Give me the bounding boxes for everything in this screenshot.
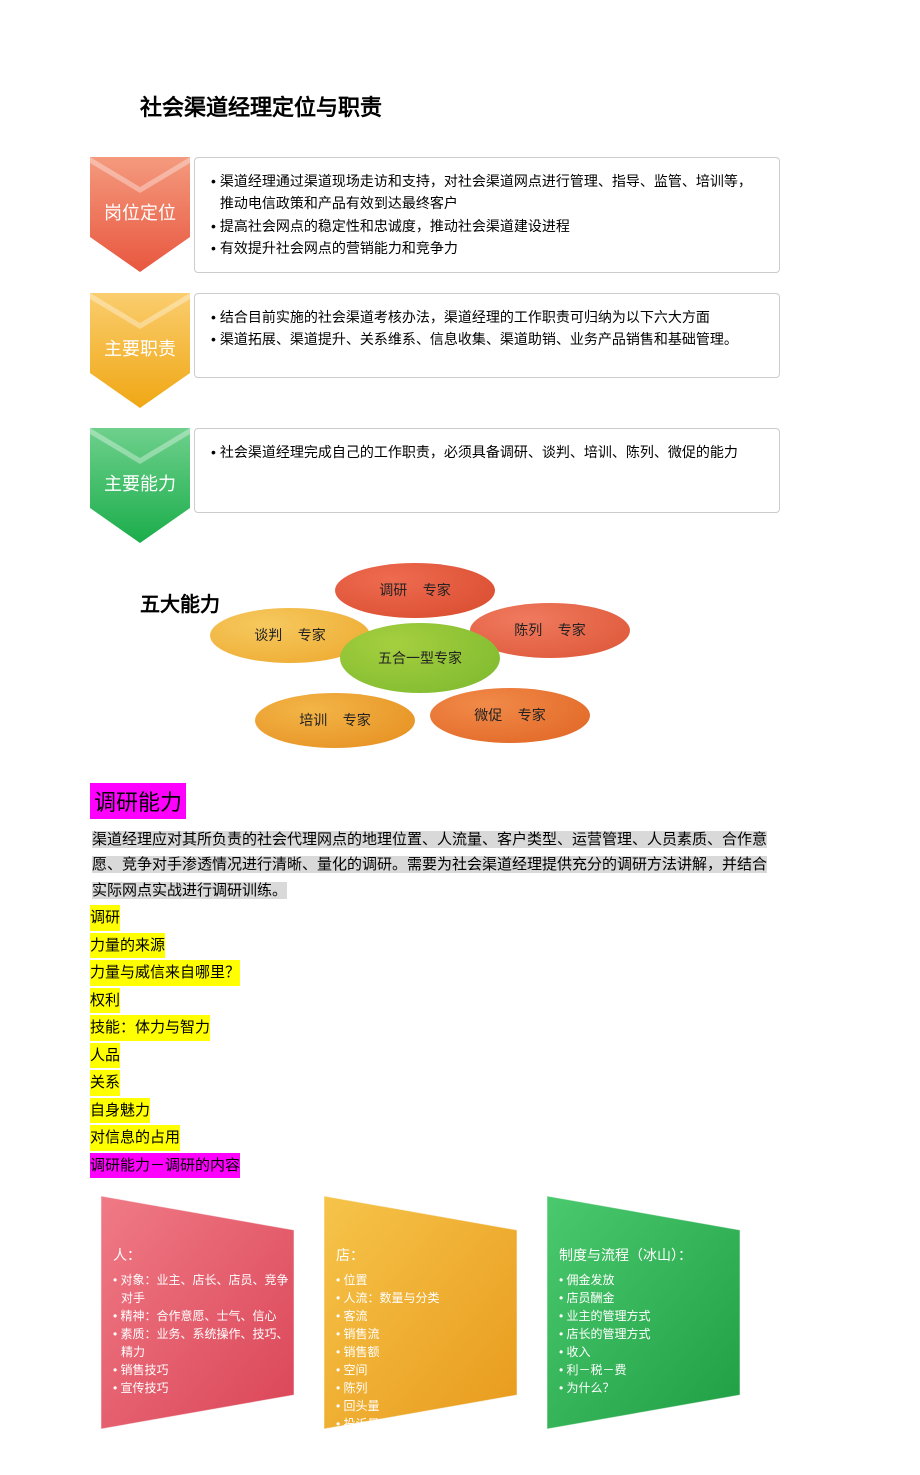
ability-petal: 微促 专家 [430, 688, 590, 743]
chevron-row: 主要职责结合目前实施的社会渠道考核办法，渠道经理的工作职责可归纳为以下六大方面渠… [90, 293, 780, 408]
card-item: • 投诉量 [336, 1415, 513, 1433]
card-item: • 客流 [336, 1307, 513, 1325]
highlighted-line: 技能：体力与智力 [90, 1015, 210, 1041]
chevron-badge: 主要能力 [90, 428, 190, 543]
card-title: 制度与流程（冰山）： [559, 1245, 736, 1265]
five-abilities-diagram: 调研 专家谈判 专家 陈列 专家培训 专家 微促 专家 五合一型专家 [210, 563, 630, 768]
card-item: • 店长的管理方式 [559, 1325, 736, 1343]
petal-label: 五合一型专家 [378, 648, 462, 668]
card-title: 店： [336, 1245, 513, 1265]
card-item: • 宣传技巧 [113, 1379, 290, 1397]
card-item: • 位置 [336, 1271, 513, 1289]
ability-petal: 调研 专家 [335, 563, 495, 618]
chevron-label: 主要职责 [104, 335, 176, 361]
card-item: • 业主的管理方式 [559, 1307, 736, 1325]
card-item: • 利－税－费 [559, 1361, 736, 1379]
card-item: • 陈列 [336, 1379, 513, 1397]
chevron-label: 主要能力 [104, 470, 176, 496]
card-item: • 销售流 [336, 1325, 513, 1343]
highlighted-line: 力量与威信来自哪里？ [90, 960, 240, 986]
petal-label: 谈判 专家 [254, 625, 326, 645]
chevron-badge: 岗位定位 [90, 157, 190, 272]
highlighted-line: 力量的来源 [90, 933, 165, 959]
card-item: • 收入 [559, 1343, 736, 1361]
bullet-text: 提高社会网点的稳定性和忠诚度，推动社会渠道建设进程 [211, 215, 763, 237]
chevron-badge: 主要职责 [90, 293, 190, 408]
chevron-description: 渠道经理通过渠道现场走访和支持，对社会渠道网点进行管理、指导、监管、培训等，推动… [194, 157, 780, 273]
bullet-text: 渠道拓展、渠道提升、关系维系、信息收集、渠道助销、业务产品销售和基础管理。 [211, 328, 763, 350]
card-title: 人： [113, 1245, 290, 1265]
card-item: • 精神：合作意愿、士气、信心 [113, 1307, 290, 1325]
chevron-description: 社会渠道经理完成自己的工作职责，必须具备调研、谈判、培训、陈列、微促的能力 [194, 428, 780, 513]
highlighted-line: 权利 [90, 988, 120, 1014]
bullet-text: 结合目前实施的社会渠道考核办法，渠道经理的工作职责可归纳为以下六大方面 [211, 306, 763, 328]
bullet-text: 有效提升社会网点的营销能力和竞争力 [211, 237, 763, 259]
research-header: 调研能力 [90, 783, 186, 819]
bullet-text: 渠道经理通过渠道现场走访和支持，对社会渠道网点进行管理、指导、监管、培训等，推动… [211, 170, 763, 215]
highlighted-line: 调研能力－调研的内容 [90, 1153, 240, 1179]
content-card: 店：• 位置• 人流：数量与分类• 客流• 销售流• 销售额• 空间• 陈列• … [318, 1190, 523, 1435]
card-item: • 回头量 [336, 1397, 513, 1415]
highlighted-line: 关系 [90, 1070, 120, 1096]
highlighted-line: 调研 [90, 905, 120, 931]
card-item: • 空间 [336, 1361, 513, 1379]
trapezoid-row: 人：• 对象：业主、店长、店员、竞争对手• 精神：合作意愿、士气、信心• 素质：… [95, 1190, 780, 1435]
petal-label: 陈列 专家 [514, 620, 586, 640]
five-abilities-title: 五大能力 [140, 588, 220, 617]
page-title: 社会渠道经理定位与职责 [140, 90, 780, 122]
card-item: • 为什么？ [559, 1379, 736, 1397]
bullet-text: 社会渠道经理完成自己的工作职责，必须具备调研、谈判、培训、陈列、微促的能力 [211, 441, 763, 463]
highlighted-line: 对信息的占用 [90, 1125, 180, 1151]
center-petal: 五合一型专家 [340, 623, 500, 693]
chevron-label: 岗位定位 [104, 199, 176, 225]
highlighted-line: 自身魅力 [90, 1098, 150, 1124]
card-item: • 销售额 [336, 1343, 513, 1361]
petal-label: 调研 专家 [379, 580, 451, 600]
ability-petal: 培训 专家 [255, 693, 415, 748]
petal-label: 培训 专家 [299, 710, 371, 730]
research-paragraph: 渠道经理应对其所负责的社会代理网点的地理位置、人流量、客户类型、运营管理、人员素… [90, 827, 780, 904]
chevron-description: 结合目前实施的社会渠道考核办法，渠道经理的工作职责可归纳为以下六大方面渠道拓展、… [194, 293, 780, 378]
content-card: 制度与流程（冰山）： • 佣金发放• 店员酬金• 业主的管理方式• 店长的管理方式… [541, 1190, 746, 1435]
card-item: • 销售技巧 [113, 1361, 290, 1379]
chevron-row: 岗位定位 渠道经理通过渠道现场走访和支持，对社会渠道网点进行管理、指导、监管、培训… [90, 157, 780, 273]
paragraph-text: 渠道经理应对其所负责的社会代理网点的地理位置、人流量、客户类型、运营管理、人员素… [92, 831, 767, 899]
card-item: • 素质：业务、系统操作、技巧、精力 [113, 1325, 290, 1361]
petal-label: 微促 专家 [474, 705, 546, 725]
chevron-row: 主要能力 社会渠道经理完成自己的工作职责，必须具备调研、谈判、培训、陈列、微促的能… [90, 428, 780, 543]
card-item: • 人流：数量与分类 [336, 1289, 513, 1307]
card-item: • 佣金发放 [559, 1271, 736, 1289]
card-item: • 店员酬金 [559, 1289, 736, 1307]
highlighted-line: 人品 [90, 1043, 120, 1069]
content-card: 人：• 对象：业主、店长、店员、竞争对手• 精神：合作意愿、士气、信心• 素质：… [95, 1190, 300, 1435]
